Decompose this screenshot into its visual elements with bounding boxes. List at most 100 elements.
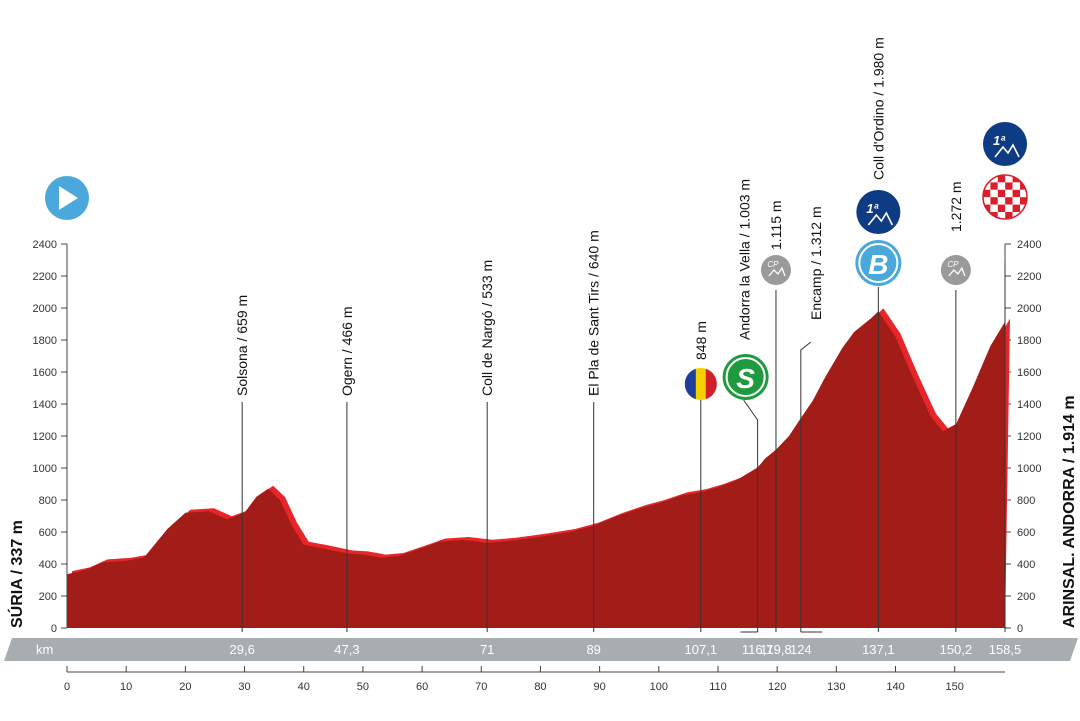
location-labels: Solsona / 659 m Ogern / 466 m Coll de Narg… (234, 37, 964, 396)
y-tick-label-right: 400 (1017, 559, 1035, 571)
checker-square (1005, 204, 1013, 212)
checker-square (983, 197, 991, 205)
y-tick-label-left: 1800 (33, 335, 57, 347)
checkpoint-text: CP (947, 260, 959, 269)
checker-square (990, 182, 998, 190)
location-label: 1.272 m (948, 181, 964, 232)
finish-label: ARINSAL. ANDORRA / 1.914 m (1061, 395, 1078, 628)
km-label: 29,6 (230, 642, 255, 657)
checker-square (983, 189, 991, 198)
location-label: Encamp / 1.312 m (808, 206, 824, 320)
mountain-icon (867, 211, 894, 226)
y-tick-label-right: 600 (1017, 527, 1035, 539)
km-label: 119,8 (760, 642, 792, 657)
flag-red-stripe (705, 368, 717, 400)
y-tick-label-left: 2400 (33, 239, 57, 251)
x-tick-label: 100 (650, 681, 668, 693)
y-tick-label-right: 2200 (1017, 271, 1041, 283)
play-icon (59, 186, 78, 210)
km-bar-background (4, 638, 1078, 661)
x-tick-label: 60 (416, 681, 428, 693)
checker-square (1020, 212, 1027, 219)
climb-category-text: 1ª (993, 133, 1006, 148)
marker-icons: S CP CP 1ª 1ª B (45, 122, 1028, 400)
y-tick-label-left: 2000 (33, 303, 57, 315)
location-label: Coll d'Ordino / 1.980 m (870, 37, 886, 180)
km-label: 107,1 (685, 642, 718, 657)
checkpoint-text: CP (767, 260, 779, 269)
y-tick-label-left: 2200 (33, 271, 57, 283)
mountain-icon (948, 266, 966, 277)
km-label: 158,5 (989, 642, 1022, 657)
sprint-letter: S (736, 363, 755, 394)
checker-square (1005, 197, 1013, 205)
km-label: 124 (790, 642, 812, 657)
location-label: Andorra la Vella / 1.003 m (737, 179, 753, 340)
checker-square (1020, 197, 1027, 205)
location-label: Solsona / 659 m (234, 295, 250, 396)
x-tick-label: 20 (179, 681, 191, 693)
mountain-icon (994, 143, 1020, 158)
x-tick-label: 0 (64, 681, 70, 693)
y-tick-label-left: 400 (39, 559, 57, 571)
sprint-icon (722, 354, 769, 400)
x-tick-label: 110 (709, 681, 727, 693)
location-lines (241, 262, 1006, 633)
y-tick-label-right: 1600 (1017, 367, 1041, 379)
km-label: 47,3 (334, 642, 359, 657)
x-tick-label: 40 (298, 681, 310, 693)
y-tick-label-right: 1800 (1017, 335, 1041, 347)
checker-square (990, 204, 998, 212)
elevation-profile (67, 308, 1010, 628)
y-tick-label-left: 1600 (33, 367, 57, 379)
x-tick-label: 130 (827, 681, 845, 693)
sprint-ring (725, 357, 766, 397)
y-tick-label-left: 1400 (33, 399, 57, 411)
location-label: 848 m (693, 321, 709, 360)
y-tick-label-right: 800 (1017, 495, 1035, 507)
bonus-ring (858, 243, 899, 283)
checker-square (1005, 175, 1013, 183)
climb-category-text: 1ª (866, 201, 879, 216)
km-axis-label: km (36, 642, 53, 657)
checker-square (997, 204, 1006, 212)
x-tick-label: 70 (475, 681, 487, 693)
location-label: Ogern / 466 m (339, 307, 355, 397)
checkpoint-icon (760, 255, 791, 285)
checker-square (997, 189, 1006, 198)
y-tick-label-left: 0 (51, 623, 57, 635)
x-axis: 0 10 20 30 40 50 60 70 80 90 100 110 120 130 140 150 (64, 666, 1005, 693)
checkpoint-icon (940, 255, 971, 285)
checker-square (1012, 204, 1020, 212)
y-tick-label-right: 1400 (1017, 399, 1041, 411)
climb-category-icon (983, 122, 1027, 166)
mountain-icon (768, 266, 786, 277)
checker-square (1020, 189, 1027, 198)
y-tick-label-right: 0 (1017, 623, 1023, 635)
checker-square (997, 197, 1006, 205)
km-label: 71 (480, 642, 494, 657)
checker-square (997, 212, 1006, 219)
location-label: 1.115 m (768, 200, 784, 250)
climb-category-icon (856, 190, 901, 234)
y-tick-label-left: 1000 (33, 463, 57, 475)
checker-square (990, 197, 998, 205)
y-tick-label-right: 1000 (1017, 463, 1041, 475)
km-label: 116,7 (742, 642, 774, 657)
x-tick-label: 120 (768, 681, 786, 693)
y-tick-label-left: 800 (39, 495, 57, 507)
y-tick-label-right: 1200 (1017, 431, 1041, 443)
checker-square (997, 182, 1006, 190)
x-tick-label: 50 (357, 681, 369, 693)
encamp-leader (800, 341, 812, 632)
andorra-la-vella-leader (743, 399, 759, 632)
checker-square (990, 189, 998, 198)
flag-blue-stripe (684, 368, 696, 400)
bonus-letter: B (868, 249, 888, 280)
location-label: El Pla de Sant Tirs / 640 m (586, 230, 602, 396)
y-tick-label-left: 600 (39, 527, 57, 539)
x-tick-label: 80 (534, 681, 546, 693)
finish-icon-border (982, 174, 1028, 220)
